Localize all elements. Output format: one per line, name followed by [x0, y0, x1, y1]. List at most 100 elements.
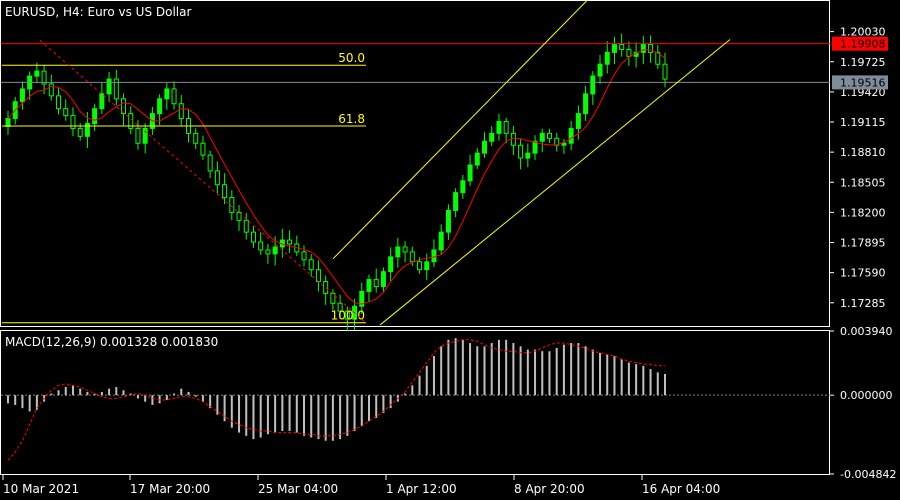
candle-body[interactable]	[380, 271, 386, 287]
price-y-tick-label: 1.17895	[840, 237, 886, 250]
candle-body[interactable]	[34, 70, 40, 77]
candle-body[interactable]	[258, 241, 264, 251]
candle-body[interactable]	[590, 75, 596, 95]
candle-body[interactable]	[157, 98, 163, 115]
candle-body[interactable]	[70, 115, 76, 129]
x-tick-label: 8 Apr 20:00	[514, 482, 585, 496]
candle-body[interactable]	[171, 88, 177, 105]
candle-body[interactable]	[503, 121, 509, 134]
candle-body[interactable]	[207, 154, 213, 172]
candle-body[interactable]	[250, 231, 256, 243]
candle-body[interactable]	[655, 51, 661, 65]
candle-body[interactable]	[193, 132, 199, 144]
candle-body[interactable]	[77, 127, 83, 137]
candle-body[interactable]	[200, 142, 206, 156]
candle-body[interactable]	[402, 246, 408, 253]
candle-body[interactable]	[142, 127, 148, 144]
candle-body[interactable]	[445, 209, 451, 233]
candle-body[interactable]	[178, 103, 184, 120]
candle-body[interactable]	[265, 249, 271, 255]
candle-body[interactable]	[583, 93, 589, 115]
channel-lower-line[interactable]	[379, 39, 731, 326]
candle-body[interactable]	[611, 43, 617, 53]
candle-body[interactable]	[337, 302, 343, 312]
candle-body[interactable]	[619, 43, 625, 50]
candle-body[interactable]	[395, 246, 401, 258]
candle-body[interactable]	[323, 281, 329, 294]
candle-body[interactable]	[287, 239, 293, 245]
price-tag-gray	[832, 75, 888, 90]
candle-body[interactable]	[662, 63, 668, 80]
candle-body[interactable]	[366, 279, 372, 292]
candle-body[interactable]	[424, 261, 430, 271]
candle-body[interactable]	[243, 219, 249, 233]
candle-body[interactable]	[113, 78, 119, 100]
candle-body[interactable]	[301, 251, 307, 261]
price-y-axis: 1.200301.197251.194201.191151.188101.185…	[830, 26, 888, 310]
candle-body[interactable]	[417, 261, 423, 271]
candle-body[interactable]	[19, 88, 25, 103]
candle-body[interactable]	[222, 184, 228, 199]
candle-body[interactable]	[568, 127, 574, 144]
candle-body[interactable]	[532, 140, 538, 154]
candle-body[interactable]	[99, 93, 105, 110]
candle-body[interactable]	[84, 122, 90, 137]
candle-body[interactable]	[474, 152, 480, 166]
macd-pane-frame	[0, 330, 830, 475]
candle-body[interactable]	[489, 132, 495, 142]
candle-body[interactable]	[229, 197, 235, 213]
candle-body[interactable]	[640, 43, 646, 53]
fib-level-label: 50.0	[338, 51, 365, 65]
x-tick-label: 1 Apr 12:00	[386, 482, 457, 496]
candle-body[interactable]	[272, 246, 278, 255]
candle-body[interactable]	[518, 144, 524, 159]
candle-body[interactable]	[575, 113, 581, 129]
candle-body[interactable]	[330, 292, 336, 304]
fib-level-label: 100.0	[331, 309, 365, 323]
candle-body[interactable]	[467, 164, 473, 182]
candle-body[interactable]	[510, 132, 516, 146]
candle-body[interactable]	[164, 88, 170, 100]
candle-body[interactable]	[41, 70, 47, 85]
price-y-tick-label: 1.17590	[840, 267, 886, 280]
candle-body[interactable]	[409, 251, 415, 263]
candle-body[interactable]	[482, 140, 488, 154]
candle-body[interactable]	[438, 231, 444, 251]
price-pane-frame	[0, 0, 830, 327]
channel-upper-line[interactable]	[332, 0, 604, 260]
candle-body[interactable]	[496, 121, 502, 134]
candle-body[interactable]	[388, 256, 394, 273]
candle-body[interactable]	[525, 152, 531, 159]
candle-body[interactable]	[106, 78, 112, 95]
candle-body[interactable]	[236, 211, 242, 221]
candle-body[interactable]	[648, 43, 654, 53]
candle-body[interactable]	[460, 180, 466, 194]
candle-body[interactable]	[92, 108, 98, 124]
macd-y-tick-label: 0.000000	[840, 389, 893, 402]
candle-body[interactable]	[5, 118, 11, 127]
moving-average-line[interactable]	[7, 49, 666, 305]
chart-overlays: 100.0 61.8 50.0	[1, 0, 830, 326]
candle-body[interactable]	[56, 95, 62, 110]
candle-body[interactable]	[373, 279, 379, 287]
candle-body[interactable]	[431, 249, 437, 263]
price-y-tick-label: 1.18810	[840, 146, 886, 159]
candle-body[interactable]	[539, 132, 545, 142]
candle-body[interactable]	[561, 142, 567, 146]
candle-body[interactable]	[344, 310, 350, 320]
candle-body[interactable]	[308, 259, 314, 271]
candle-body[interactable]	[597, 63, 603, 77]
candle-body[interactable]	[63, 108, 69, 117]
candle-body[interactable]	[546, 132, 552, 139]
candle-body[interactable]	[626, 48, 632, 57]
candle-body[interactable]	[359, 290, 365, 307]
candle-body[interactable]	[604, 51, 610, 65]
macd-plot-area[interactable]	[1, 338, 830, 461]
candle-body[interactable]	[135, 127, 141, 144]
price-plot-area[interactable]	[5, 33, 668, 331]
candle-body[interactable]	[48, 83, 54, 97]
candle-body[interactable]	[453, 192, 459, 211]
candle-body[interactable]	[214, 170, 220, 186]
candle-body[interactable]	[121, 98, 127, 115]
